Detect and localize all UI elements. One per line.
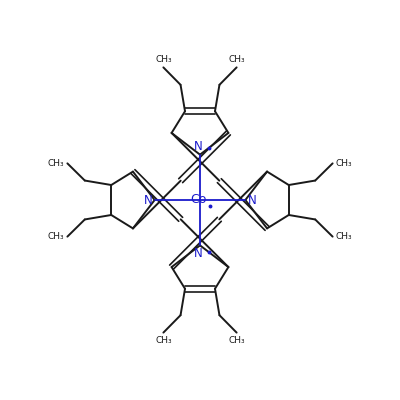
Text: N: N (194, 140, 202, 153)
Text: N: N (144, 194, 152, 206)
Text: N: N (248, 194, 256, 206)
Text: CH₃: CH₃ (228, 55, 245, 64)
Text: CH₃: CH₃ (336, 159, 352, 168)
Text: CH₃: CH₃ (228, 336, 245, 345)
Text: CH₃: CH₃ (155, 55, 172, 64)
Text: N: N (194, 247, 202, 260)
Text: Co: Co (190, 193, 206, 206)
Text: CH₃: CH₃ (336, 232, 352, 241)
Text: CH₃: CH₃ (48, 232, 64, 241)
Text: CH₃: CH₃ (155, 336, 172, 345)
Text: CH₃: CH₃ (48, 159, 64, 168)
